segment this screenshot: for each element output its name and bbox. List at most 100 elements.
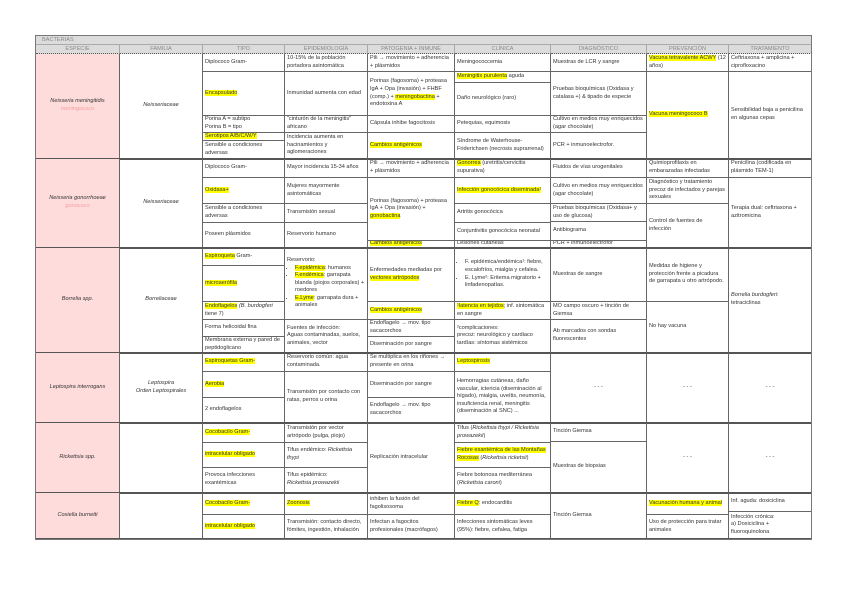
list-item: E. Lyme²: Eritema migratorio + linfadeno… (465, 275, 548, 290)
cell-content: Tifus epidémico: Rickettsia prowazekii (287, 472, 365, 487)
cell-content: Oxidasa+ (205, 186, 282, 195)
family-cell: Neisseriaceae (120, 159, 203, 248)
cell-content: Cambios antigénicos (370, 306, 452, 315)
cell-content: Sensible a condiciones adversas (205, 205, 282, 220)
cell-content: 10-15% de la población portadora asintom… (287, 55, 365, 70)
highlighted-text: Meningitis purulenta (457, 73, 508, 80)
highlighted-text: Espiroqueta (205, 252, 235, 259)
patogenia-cell: Diseminación por sangre (368, 372, 455, 398)
cell-content: 2 endoflagelos (205, 406, 282, 414)
cell-content: ¹latencia en tejidos; inf. sintomática e… (457, 302, 548, 318)
cell-text: Borrelia burdogferi (731, 292, 778, 299)
cell-content: Vacuna meningococo B (649, 111, 726, 119)
epidemiologia-cell: Inmunidad aumenta con edad (285, 72, 368, 116)
cell-content: Sensible a condiciones adversas (205, 142, 282, 157)
cell-text: Rickettsia caroni (458, 480, 500, 486)
cell-text: Diplococo Gram- (205, 164, 247, 171)
cell-text: Porinas (fagosoma) + proteasa IgA + Opa … (370, 78, 447, 100)
highlighted-text: Fiebre Q (457, 499, 479, 506)
cell-text: Diseminación por sangre (370, 340, 432, 347)
clinica-cell: Petequias, equimosis (455, 116, 551, 133)
diagnostico-cell: - - - (551, 353, 647, 423)
diagnostico-cell: Ab marcados con sondas fluorescentes (551, 320, 647, 353)
cell-content: Porinas (fagosoma) + proteasa IgA + Opa … (370, 198, 452, 221)
cell-text: Control de fuentes de infección (649, 217, 703, 232)
cell-content: Neisseria gonorrhoeae gonococo (38, 195, 117, 210)
cell-content: Inmunidad aumenta con edad (287, 90, 365, 98)
cell-text: Sensible a condiciones adversas (205, 141, 263, 156)
cell-text: Hemorragias cutáneas, daño vascular, ict… (457, 378, 546, 415)
cell-text: Leptospira (147, 379, 175, 386)
tipo-cell: Encapsulado (203, 72, 285, 116)
cell-content: Vacuna tetravalente ACWY (12 años) (649, 54, 726, 70)
tipo-cell: intracelular obligado (203, 515, 285, 539)
prevencion-cell: - - - (647, 423, 729, 493)
cell-text: No hay vacuna (649, 323, 687, 330)
column-header-epidemiologia: EPIDEMIOLOGÍA (285, 45, 368, 54)
cell-content: Fluidos de vías urogenitales (553, 164, 644, 172)
cell-content: inhiben la fusión del fagolisosoma (370, 496, 452, 511)
cell-content: Diseminación por sangre (370, 341, 452, 349)
cell-text: Medidas de higiene y protección frente a… (649, 263, 724, 285)
cell-content: Leptospirosis (457, 358, 548, 366)
cell-text: Ab marcados con sondas fluorescentes (553, 328, 617, 342)
cell-content: microaerófila (205, 279, 282, 288)
cell-content: MO campo oscuro + tinción de Giemsa (553, 303, 644, 318)
tipo-cell: Sensible a condiciones adversas (203, 141, 285, 159)
cell-content: Infección gonocócica diseminada¹ (457, 186, 548, 195)
cell-content: Meningococcemia (457, 59, 548, 67)
prevencion-cell: Diagnóstico y tratamiento precoz de infe… (647, 178, 729, 204)
cell-content: Espiroquetas Gram- (205, 358, 282, 366)
cell-content: Uso de protección para tratar animales (649, 519, 726, 534)
cell-content: Infección crónica: a) Doxiciclina + fluo… (731, 514, 809, 537)
prevencion-cell: Control de fuentes de infección (647, 204, 729, 248)
cell-content: Serotipos A/B/C/W/Y (205, 133, 282, 140)
cell-text: : garrapata dura + animales (295, 294, 359, 309)
cell-content: Sensibilidad baja a penicilina en alguna… (731, 107, 809, 122)
list-item: F.epidémica: humanos (295, 264, 365, 273)
tipo-cell: Provoca infecciones exantémicas (203, 468, 285, 493)
cell-content: Encapsulado (205, 89, 282, 98)
cell-content: Rickettsia spp. (38, 454, 117, 462)
patogenia-cell: Replicación intracelular (368, 423, 455, 493)
cell-content: Leptospira interrogans (38, 384, 117, 392)
clinica-cell: Daño neurológico (raro) (455, 83, 551, 116)
cell-text: E. Lyme²: Eritema migratorio + linfadeno… (465, 274, 541, 289)
species-cell: Coxiella burnetti (36, 493, 120, 539)
clinica-cell: Meningitis purulenta aguda (455, 72, 551, 83)
cell-text: Sensibilidad baja a penicilina en alguna… (731, 107, 803, 121)
cell-content: Cambios antigénicos (370, 141, 452, 150)
highlighted-text: gonobactina (370, 212, 401, 219)
cell-content: Antibiograma (553, 227, 644, 235)
cell-text: Enfermedades mediadas por (370, 266, 442, 273)
cell-text: Neisseriaceae (143, 102, 179, 109)
cell-content: Endoflagelo → mov. tipo sacacorchos (370, 320, 452, 335)
cell-text: Daño neurológico (raro) (457, 95, 517, 102)
cell-content: Petequias, equimosis (457, 120, 548, 128)
epidemiologia-cell: Fuentes de infección: Aguas contaminadas… (285, 320, 368, 353)
cell-content: Tifus endémico: Rickettsia thypi (287, 447, 365, 462)
cell-content: Meningitis purulenta aguda (457, 73, 548, 81)
tipo-cell: Forma helicoidal fina (203, 320, 285, 337)
family-cell: Neisseriaceae (120, 54, 203, 159)
cell-text: Fiebre botonosa mediterránea ( (457, 472, 532, 486)
cell-text: Mayor incidencia 15-34 años (287, 164, 359, 171)
cell-text: Pili → movimiento + adherencia + plásmid… (370, 54, 449, 69)
diagnostico-cell: Muestras de sangre (551, 248, 647, 302)
patogenia-cell: Pili → movimiento + adherencia + plásmid… (368, 159, 455, 178)
cell-content: Neisseriaceae (122, 199, 200, 207)
clinica-cell: Artritis gonocócica (455, 204, 551, 223)
cell-content: Mujeres mayormente asintomáticas (287, 183, 365, 198)
tipo-cell: Cocobacilo Gram- (203, 493, 285, 515)
species-cell: Borrelia spp. (36, 248, 120, 353)
cell-text: Borreliaceae (145, 296, 177, 303)
cell-text: Coxiella burnetti (57, 511, 98, 518)
row-divider (36, 352, 812, 354)
highlighted-text: Gonorrea (457, 160, 481, 167)
row-divider (36, 158, 812, 160)
cell-content: Reservorio humano (287, 231, 365, 239)
cell-content: Infecciones sintomáticas leves (95%): fi… (457, 519, 548, 534)
cell-text: Porinas (fagosoma) + proteasa IgA + Opa … (370, 197, 447, 212)
cell-text: (B. burdogferi (237, 302, 273, 309)
cell-content: Forma helicoidal fina (205, 324, 282, 332)
